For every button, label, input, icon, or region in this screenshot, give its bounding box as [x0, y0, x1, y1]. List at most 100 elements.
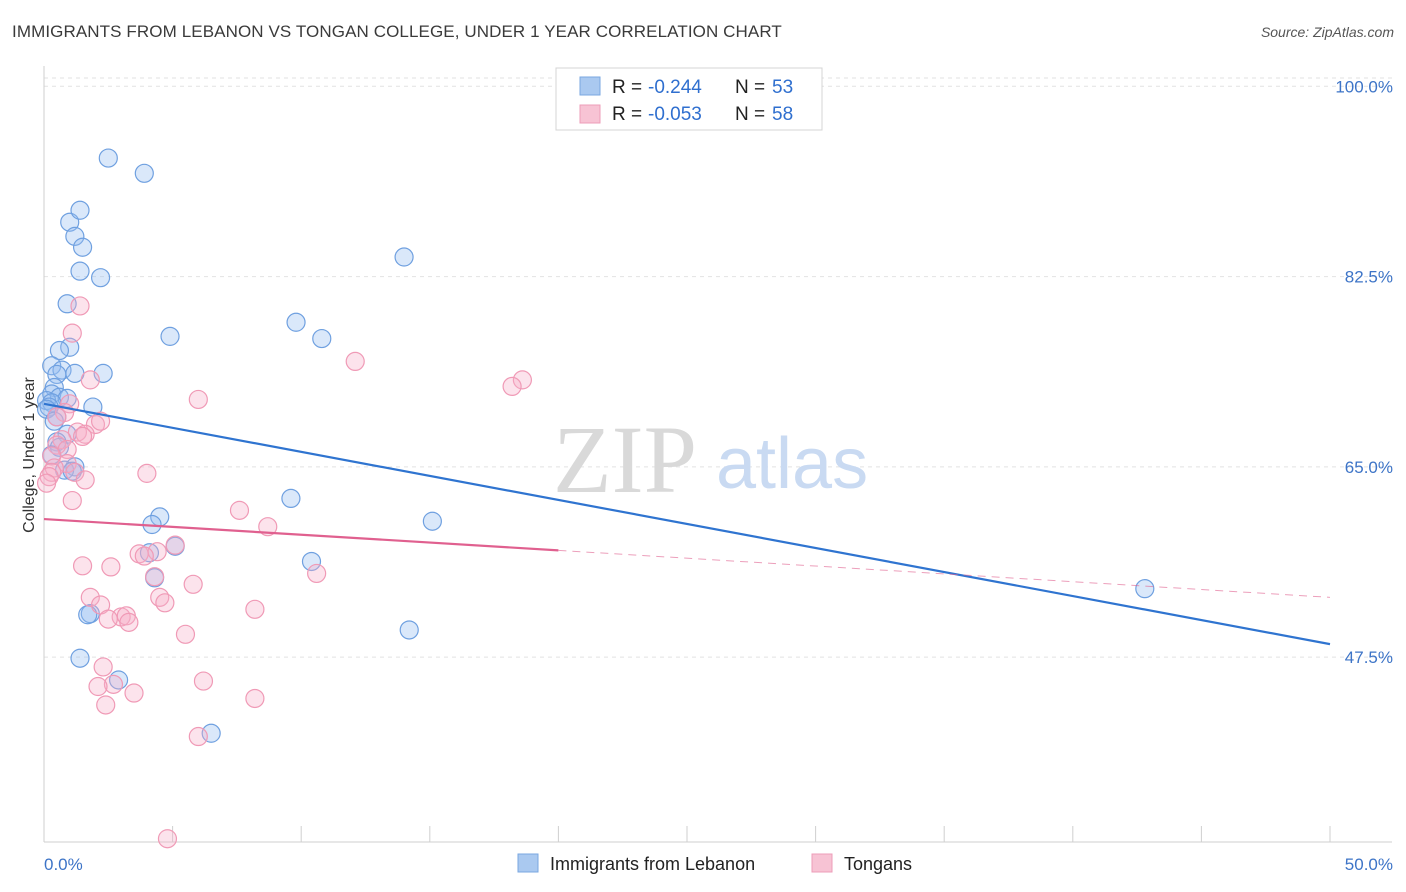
point-tongans-55: [96, 695, 116, 715]
point-tongans-1: [62, 323, 82, 343]
point-lebanon-50: [70, 648, 90, 668]
point-lebanon-10: [160, 326, 180, 346]
source-credit: Source: ZipAtlas.com: [1260, 24, 1394, 40]
point-tongans-16: [72, 426, 93, 447]
point-tongans-14: [52, 430, 72, 450]
point-tongans-15: [47, 435, 67, 455]
point-lebanon-48: [399, 620, 419, 640]
axes: [43, 66, 1392, 843]
point-tongans-28: [229, 500, 250, 520]
x-tick-label-1: 50.0%: [1345, 855, 1393, 874]
legend-r-label-2: R =: [612, 104, 642, 125]
point-tongans-53: [124, 683, 144, 703]
point-lebanon-49: [1135, 579, 1155, 599]
point-tongans-30: [165, 535, 185, 555]
legend-n-label-1: N =: [735, 77, 765, 98]
point-tongans-5: [80, 370, 100, 390]
bottom-legend-swatch-tongans: [811, 853, 833, 873]
y-axis-label: College, Under 1 year: [21, 377, 38, 533]
point-tongans-18: [42, 446, 62, 466]
y-tick-label-1: 65.0%: [1345, 458, 1393, 477]
point-tongans-38: [183, 574, 203, 594]
legend-r-label-1: R =: [612, 77, 642, 98]
point-tongans-10: [85, 414, 106, 435]
point-lebanon-43: [139, 543, 160, 563]
point-lebanon-1: [134, 163, 154, 183]
point-tongans-57: [157, 829, 178, 849]
y-tick-label-2: 82.5%: [1345, 268, 1393, 287]
point-tongans-27: [62, 490, 82, 511]
point-lebanon-11: [286, 312, 306, 332]
point-tongans-52: [88, 676, 108, 697]
point-lebanon-0: [98, 148, 118, 168]
point-tongans-36: [307, 563, 327, 584]
point-lebanon-12: [312, 328, 332, 349]
point-tongans-0: [70, 296, 90, 316]
point-lebanon-14: [49, 340, 70, 361]
point-lebanon-13: [60, 337, 80, 357]
point-tongans-49: [93, 657, 113, 677]
point-tongans-11: [90, 411, 111, 431]
legend-n-label-2: N =: [735, 104, 765, 125]
y-tick-label-3: 100.0%: [1335, 77, 1393, 96]
point-tongans-54: [245, 688, 265, 709]
legend-n-value-1: 53: [772, 77, 793, 98]
legend-swatch-lebanon: [579, 76, 601, 96]
point-tongans-35: [101, 557, 121, 577]
point-lebanon-7: [70, 261, 90, 281]
point-lebanon-38: [281, 488, 301, 509]
point-tongans-26: [137, 463, 157, 483]
point-tongans-9: [47, 407, 67, 427]
chart-title: IMMIGRANTS FROM LEBANON VS TONGAN COLLEG…: [12, 22, 782, 41]
trend-lines: [43, 402, 1331, 646]
point-tongans-6: [188, 389, 208, 410]
point-lebanon-6: [394, 247, 414, 267]
x-tick-label-0: 0.0%: [44, 855, 83, 874]
y-tick-labels: 47.5% 65.0% 82.5% 100.0%: [1335, 77, 1393, 667]
point-tongans-24: [36, 473, 57, 493]
point-lebanon-44: [301, 551, 322, 572]
point-tongans-2: [345, 351, 365, 372]
trend-line-lebanon: [43, 402, 1331, 646]
data-points: [36, 148, 1155, 849]
legend-n-value-2: 58: [772, 104, 793, 125]
legend-swatch-tongans: [579, 104, 601, 124]
point-lebanon-39: [422, 511, 442, 531]
point-tongans-48: [175, 624, 196, 644]
point-tongans-43: [245, 599, 265, 619]
grid-lines: [44, 77, 1392, 658]
point-tongans-13: [75, 424, 95, 444]
trend-line-tongans-extension: [558, 549, 1331, 598]
watermark-atlas: atlas: [716, 424, 868, 504]
watermark-zip: ZIP: [553, 406, 697, 513]
point-tongans-4: [502, 376, 522, 397]
point-tongans-46: [119, 612, 139, 632]
point-tongans-40: [150, 587, 170, 607]
point-tongans-3: [512, 370, 532, 390]
bottom-legend: Immigrants from Lebanon Tongans: [517, 853, 912, 874]
point-lebanon-3: [70, 200, 90, 220]
point-tongans-51: [193, 671, 214, 691]
point-tongans-33: [134, 546, 154, 566]
legend-r-value-2: -0.053: [648, 104, 702, 125]
legend-box: R = -0.244 N = 53 R = -0.053 N = 58: [555, 67, 823, 131]
point-lebanon-8: [90, 268, 111, 288]
point-tongans-37: [144, 567, 165, 587]
point-tongans-21: [65, 462, 85, 482]
point-tongans-50: [103, 674, 124, 694]
x-tick-labels: 0.0% 50.0%: [44, 855, 1393, 874]
trend-line-tongans: [43, 517, 559, 552]
bottom-legend-label-lebanon: Immigrants from Lebanon: [550, 854, 755, 874]
point-tongans-32: [147, 542, 167, 562]
bottom-legend-label-tongans: Tongans: [844, 854, 912, 874]
y-tick-label-0: 47.5%: [1345, 648, 1393, 667]
point-tongans-34: [72, 556, 93, 576]
point-tongans-41: [155, 593, 175, 613]
point-tongans-56: [188, 726, 208, 747]
point-tongans-47: [98, 609, 118, 629]
point-lebanon-5: [72, 237, 93, 257]
bottom-legend-swatch-lebanon: [517, 853, 539, 873]
point-lebanon-4: [65, 226, 85, 246]
legend-r-value-1: -0.244: [648, 77, 702, 98]
